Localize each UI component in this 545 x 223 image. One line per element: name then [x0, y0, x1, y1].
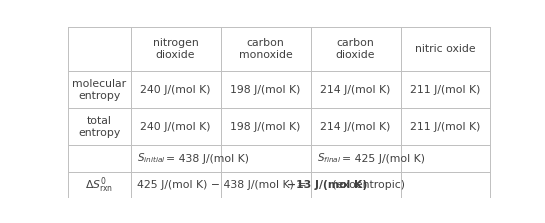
Text: −13 J/(mol K): −13 J/(mol K) — [287, 180, 367, 190]
Text: 240 J/(mol K): 240 J/(mol K) — [141, 85, 211, 95]
Text: 425 J/(mol K) − 438 J/(mol K) =: 425 J/(mol K) − 438 J/(mol K) = — [137, 180, 310, 190]
Text: total
entropy: total entropy — [78, 116, 120, 138]
Text: 198 J/(mol K): 198 J/(mol K) — [231, 85, 301, 95]
Text: nitric oxide: nitric oxide — [415, 44, 476, 54]
Text: 214 J/(mol K): 214 J/(mol K) — [320, 85, 391, 95]
Text: carbon
dioxide: carbon dioxide — [336, 38, 376, 60]
Text: 211 J/(mol K): 211 J/(mol K) — [410, 122, 481, 132]
Text: nitrogen
dioxide: nitrogen dioxide — [153, 38, 198, 60]
Text: $S_\mathit{final}$: $S_\mathit{final}$ — [317, 152, 341, 165]
Text: 211 J/(mol K): 211 J/(mol K) — [410, 85, 481, 95]
Text: $\Delta S^0_{\rm rxn}$: $\Delta S^0_{\rm rxn}$ — [85, 175, 113, 195]
Text: 198 J/(mol K): 198 J/(mol K) — [231, 122, 301, 132]
Text: molecular
entropy: molecular entropy — [72, 79, 126, 101]
Text: = 438 J/(mol K): = 438 J/(mol K) — [166, 154, 249, 163]
Text: 240 J/(mol K): 240 J/(mol K) — [141, 122, 211, 132]
Text: 214 J/(mol K): 214 J/(mol K) — [320, 122, 391, 132]
Text: (exoentropic): (exoentropic) — [329, 180, 405, 190]
Text: $S_\mathit{initial}$: $S_\mathit{initial}$ — [137, 152, 166, 165]
Text: carbon
monoxide: carbon monoxide — [239, 38, 293, 60]
Text: = 425 J/(mol K): = 425 J/(mol K) — [342, 154, 425, 163]
